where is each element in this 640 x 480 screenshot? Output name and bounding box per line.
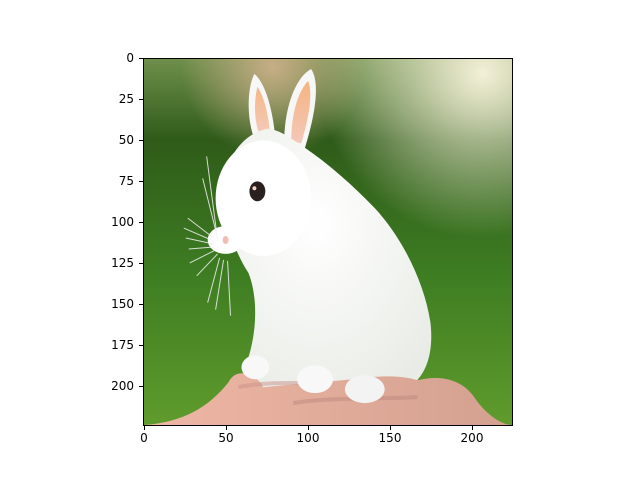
y-tick-200 [139, 386, 143, 387]
y-tick-label-25: 25 [118, 92, 134, 106]
rabbit-photo [144, 59, 512, 425]
x-tick-label-100: 100 [296, 431, 320, 445]
x-tick-150 [390, 426, 391, 430]
x-tick-100 [308, 426, 309, 430]
x-tick-200 [472, 426, 473, 430]
x-tick-label-200: 200 [460, 431, 484, 445]
y-tick-0 [139, 58, 143, 59]
x-tick-label-50: 50 [218, 431, 234, 445]
y-tick-150 [139, 304, 143, 305]
x-tick-0 [144, 426, 145, 430]
y-tick-label-200: 200 [111, 379, 134, 393]
y-tick-25 [139, 99, 143, 100]
y-tick-75 [139, 181, 143, 182]
x-tick-50 [226, 426, 227, 430]
y-tick-label-75: 75 [118, 174, 134, 188]
image-axes [143, 58, 513, 426]
y-tick-175 [139, 345, 143, 346]
y-tick-50 [139, 140, 143, 141]
y-tick-label-50: 50 [118, 133, 134, 147]
y-tick-label-125: 125 [111, 256, 134, 270]
x-tick-label-150: 150 [378, 431, 402, 445]
y-tick-125 [139, 263, 143, 264]
y-tick-label-175: 175 [111, 338, 134, 352]
y-tick-label-150: 150 [111, 297, 134, 311]
x-tick-label-0: 0 [140, 431, 148, 445]
y-tick-label-0: 0 [126, 51, 134, 65]
y-tick-label-100: 100 [111, 215, 134, 229]
y-tick-100 [139, 222, 143, 223]
